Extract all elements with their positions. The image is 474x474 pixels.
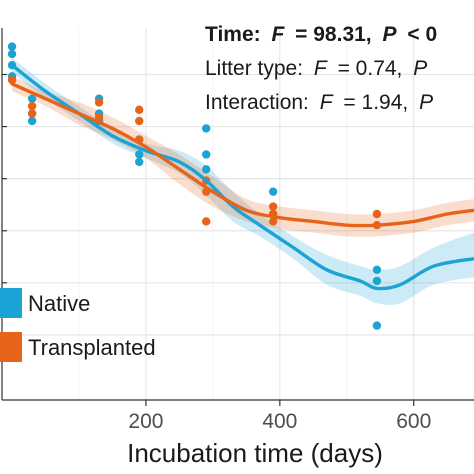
legend-key-native bbox=[0, 288, 22, 318]
confidence-bands bbox=[12, 57, 474, 305]
point-transplanted bbox=[94, 113, 104, 122]
legend-label-transplanted: Transplanted bbox=[28, 335, 156, 360]
legend-key-transplanted bbox=[0, 332, 22, 362]
point-native bbox=[201, 150, 211, 159]
x-tick-label: 400 bbox=[262, 410, 297, 433]
data-points bbox=[7, 42, 382, 330]
plot-background bbox=[2, 28, 474, 400]
point-transplanted bbox=[372, 209, 382, 219]
point-native bbox=[135, 157, 144, 167]
x-tick-label: 200 bbox=[128, 410, 163, 433]
fit-lines bbox=[10, 63, 474, 291]
x-axis-title: Incubation time (days) bbox=[127, 438, 383, 468]
point-native bbox=[268, 187, 278, 196]
point-native bbox=[372, 276, 382, 286]
point-transplanted bbox=[201, 217, 211, 226]
point-transplanted bbox=[268, 217, 278, 226]
band-transplanted bbox=[12, 76, 474, 237]
gridlines bbox=[2, 28, 474, 400]
stat-line-litter-type: Litter type: F = 0.74, P bbox=[205, 57, 427, 80]
point-transplanted bbox=[135, 116, 144, 126]
point-transplanted bbox=[94, 98, 104, 107]
point-native bbox=[7, 42, 17, 51]
legend-label-native: Native bbox=[28, 291, 90, 316]
stats-annotation: Time: F = 98.31, P < 0 Litter type: F = … bbox=[205, 23, 437, 114]
point-transplanted bbox=[7, 75, 17, 85]
fit-line-transplanted bbox=[10, 82, 474, 228]
point-native bbox=[201, 165, 211, 174]
fit-line-native bbox=[10, 63, 474, 291]
stat-line-interaction: Interaction: F = 1.94, P bbox=[205, 91, 433, 114]
axes: 200 400 600 bbox=[1, 28, 474, 433]
point-transplanted bbox=[268, 202, 278, 211]
point-native bbox=[372, 265, 382, 274]
point-native bbox=[201, 124, 211, 133]
stat-term: Time: bbox=[205, 23, 261, 46]
x-tick-label: 600 bbox=[396, 410, 431, 433]
point-native bbox=[372, 321, 382, 330]
point-transplanted bbox=[135, 105, 144, 115]
point-native bbox=[27, 94, 37, 103]
stat-line-time: Time: F = 98.31, P < 0 bbox=[205, 23, 437, 46]
point-native bbox=[27, 116, 37, 126]
point-transplanted bbox=[27, 101, 37, 111]
band-native bbox=[12, 57, 474, 305]
point-native bbox=[135, 150, 144, 159]
legend: Native Transplanted bbox=[0, 288, 156, 362]
point-transplanted bbox=[27, 109, 37, 118]
point-native bbox=[7, 49, 17, 59]
